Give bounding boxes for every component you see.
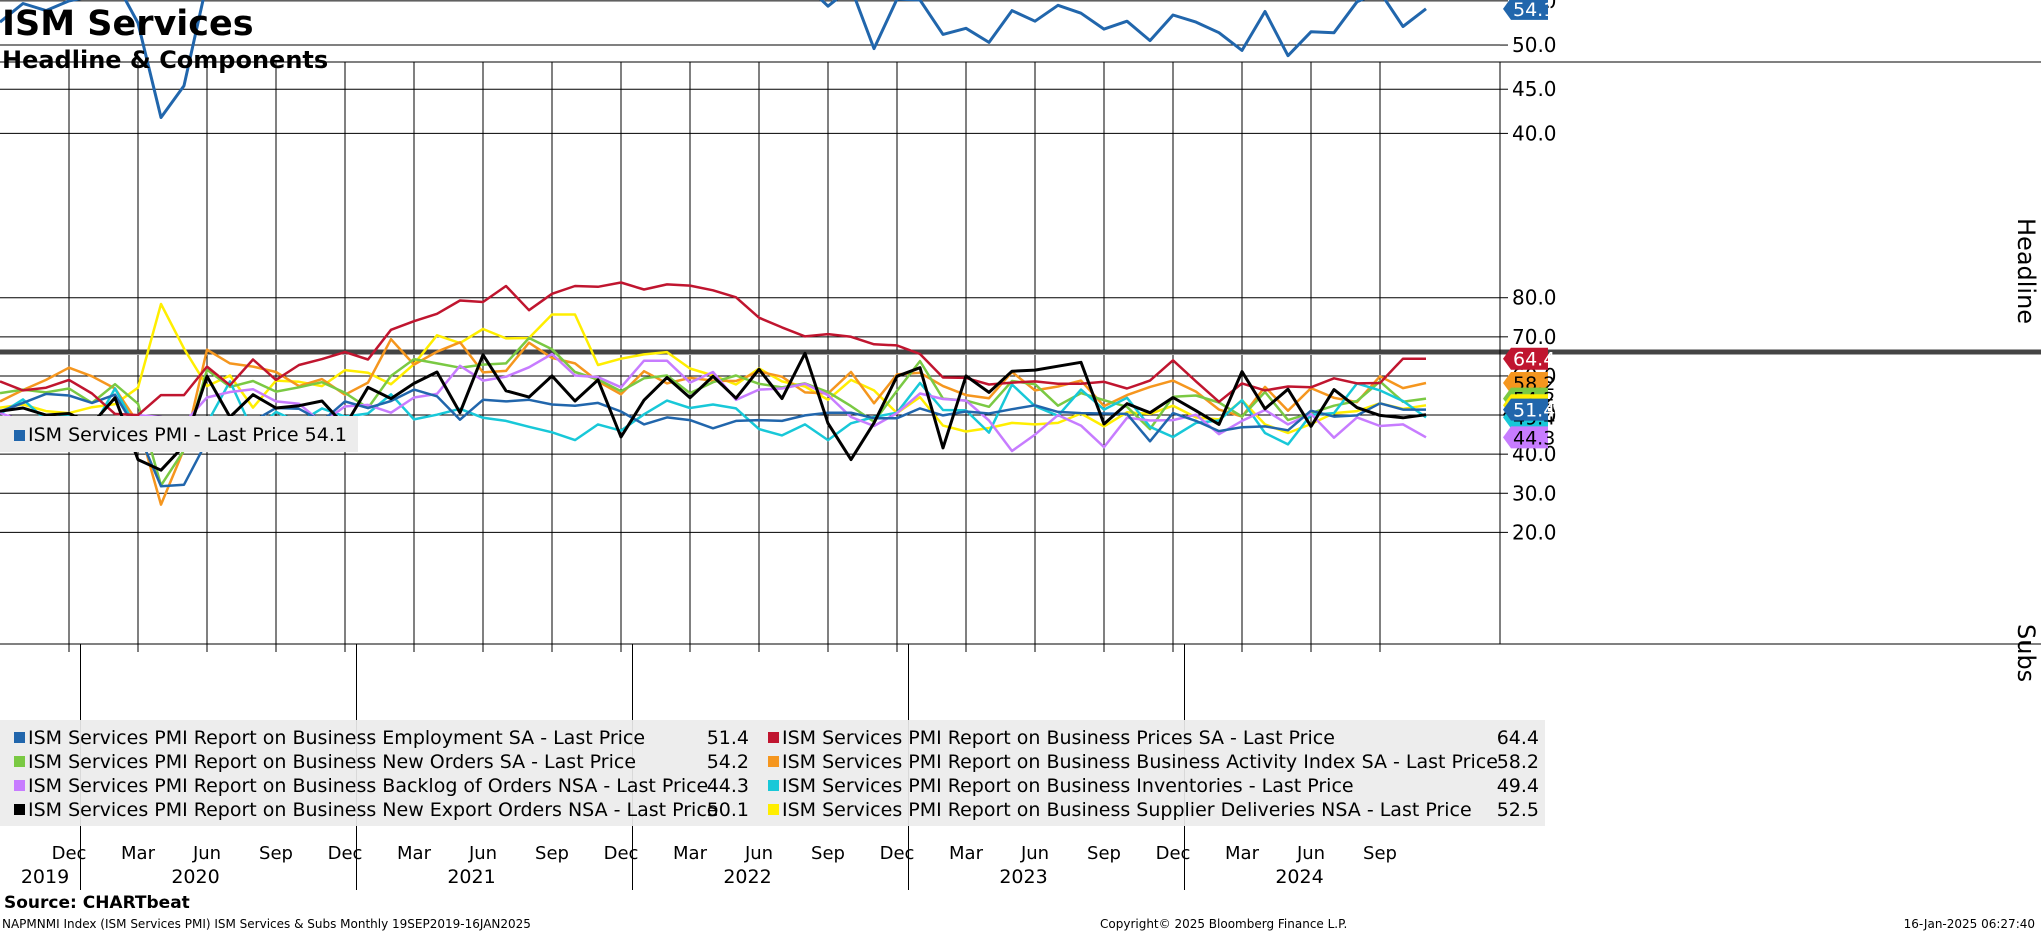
last-value-tag-prices-text: 64.4: [1513, 349, 1555, 371]
x-tick-label: Dec: [328, 843, 363, 864]
x-year-label: 2020: [171, 866, 219, 888]
x-tick-label: Jun: [192, 843, 221, 864]
x-tick-label: Dec: [52, 843, 87, 864]
y-tick-label-headline: 50.0: [1512, 33, 1557, 57]
legend-label-headline: ISM Services PMI - Last Price 54.1: [28, 424, 347, 446]
legend-value-export_orders: 50.1: [707, 799, 749, 821]
legend-swatch-activity: [768, 756, 779, 767]
footer-copyright: Copyright© 2025 Bloomberg Finance L.P.: [1100, 917, 1348, 931]
x-year-label: 2022: [723, 866, 771, 888]
y-tick-label-headline: 40.0: [1512, 121, 1557, 145]
series-line-export_orders: [0, 351, 1427, 472]
x-tick-label: Sep: [1087, 843, 1121, 864]
y-tick-label-subs: 80.0: [1512, 286, 1557, 310]
series-line-backlog: [0, 352, 1427, 453]
last-value-tag-backlog: 44.3: [1503, 426, 1555, 449]
x-tick-label: Mar: [121, 843, 156, 864]
legend-swatch-backlog: [14, 780, 25, 791]
x-year-label: 2019: [21, 866, 69, 888]
y-tick-label-headline: 45.0: [1512, 77, 1557, 101]
x-tick-label: Jun: [468, 843, 497, 864]
legend-label-supplier: ISM Services PMI Report on Business Supp…: [782, 799, 1472, 821]
footer-index-note: NAPMNMI Index (ISM Services PMI) ISM Ser…: [2, 917, 531, 931]
x-year-label: 2023: [999, 866, 1047, 888]
series-line-new_orders: [0, 336, 1427, 487]
x-tick-label: Sep: [259, 843, 293, 864]
x-tick-label: Dec: [1156, 843, 1191, 864]
y-axis-title-subs: Subs: [2012, 624, 2040, 682]
x-tick-label: Sep: [535, 843, 569, 864]
legend-swatch-prices: [768, 732, 779, 743]
last-value-tag-employment-text: 51.4: [1513, 400, 1555, 422]
last-value-tag-employment-bg: [1503, 398, 1548, 421]
last-value-tag-backlog-bg: [1503, 426, 1548, 449]
series-line-activity: [0, 337, 1427, 506]
y-axis-title-headline: Headline: [2012, 218, 2040, 324]
x-tick-label: Jun: [744, 843, 773, 864]
last-value-tag-prices: 64.4: [1503, 347, 1555, 371]
last-value-tag-headline-text: 54.1: [1513, 0, 1555, 21]
legend-label-activity: ISM Services PMI Report on Business Busi…: [782, 751, 1498, 773]
legend-label-export_orders: ISM Services PMI Report on Business New …: [28, 799, 718, 821]
y-tick-label-subs: 70.0: [1512, 325, 1557, 349]
legend-swatch-employment: [14, 732, 25, 743]
legend-value-activity: 58.2: [1497, 751, 1539, 773]
last-value-tag-prices-bg: [1503, 347, 1548, 370]
legend-swatch-new_orders: [14, 756, 25, 767]
source-label: Source: CHARTbeat: [4, 893, 190, 913]
series-line-prices: [0, 281, 1426, 417]
x-tick-label: Dec: [604, 843, 639, 864]
x-tick-label: Jun: [1020, 843, 1049, 864]
x-tick-label: Mar: [1225, 843, 1260, 864]
legend-value-inventories: 49.4: [1497, 775, 1539, 797]
x-tick-label: Dec: [880, 843, 915, 864]
legend-swatch-headline: [14, 430, 25, 441]
y-tick-label-subs: 20.0: [1512, 520, 1557, 544]
legend-headline: ISM Services PMI - Last Price 54.1: [0, 416, 358, 452]
legend-headline-bg: [0, 416, 358, 452]
legend-label-backlog: ISM Services PMI Report on Business Back…: [28, 775, 708, 797]
chart-subtitle: Headline & Components: [2, 46, 329, 74]
last-value-tag-employment: 51.4: [1503, 398, 1555, 422]
x-tick-label: Jun: [1296, 843, 1325, 864]
y-tick-label-subs: 30.0: [1512, 481, 1557, 505]
legend-value-backlog: 44.3: [707, 775, 749, 797]
footer-timestamp: 16-Jan-2025 06:27:40: [1903, 917, 2035, 931]
x-tick-label: Mar: [397, 843, 432, 864]
x-tick-label: Mar: [673, 843, 708, 864]
chart-title: ISM Services: [2, 4, 254, 44]
legend-swatch-inventories: [768, 780, 779, 791]
legend-value-supplier: 52.5: [1497, 799, 1539, 821]
legend-label-inventories: ISM Services PMI Report on Business Inve…: [782, 775, 1354, 797]
last-value-tag-headline: 54.1: [1503, 0, 1555, 21]
x-tick-label: Mar: [949, 843, 984, 864]
last-value-tag-headline-bg: [1503, 0, 1548, 20]
legend-label-new_orders: ISM Services PMI Report on Business New …: [28, 751, 636, 773]
legend-value-employment: 51.4: [707, 727, 749, 749]
legend-value-new_orders: 54.2: [707, 751, 749, 773]
x-year-label: 2024: [1275, 866, 1323, 888]
last-value-tag-backlog-text: 44.3: [1513, 427, 1555, 449]
x-tick-label: Sep: [1363, 843, 1397, 864]
legend-label-employment: ISM Services PMI Report on Business Empl…: [28, 727, 645, 749]
series-line-supplier: [0, 302, 1427, 435]
legend-label-prices: ISM Services PMI Report on Business Pric…: [782, 727, 1335, 749]
x-year-label: 2021: [447, 866, 495, 888]
series-line-inventories: [0, 380, 1427, 446]
legend-swatch-supplier: [768, 804, 779, 815]
legend-value-prices: 64.4: [1497, 727, 1539, 749]
legend-swatch-export_orders: [14, 804, 25, 815]
legend-subs: ISM Services PMI Report on Business Empl…: [0, 720, 1545, 826]
x-tick-label: Sep: [811, 843, 845, 864]
headline-series-line: [0, 0, 1427, 119]
